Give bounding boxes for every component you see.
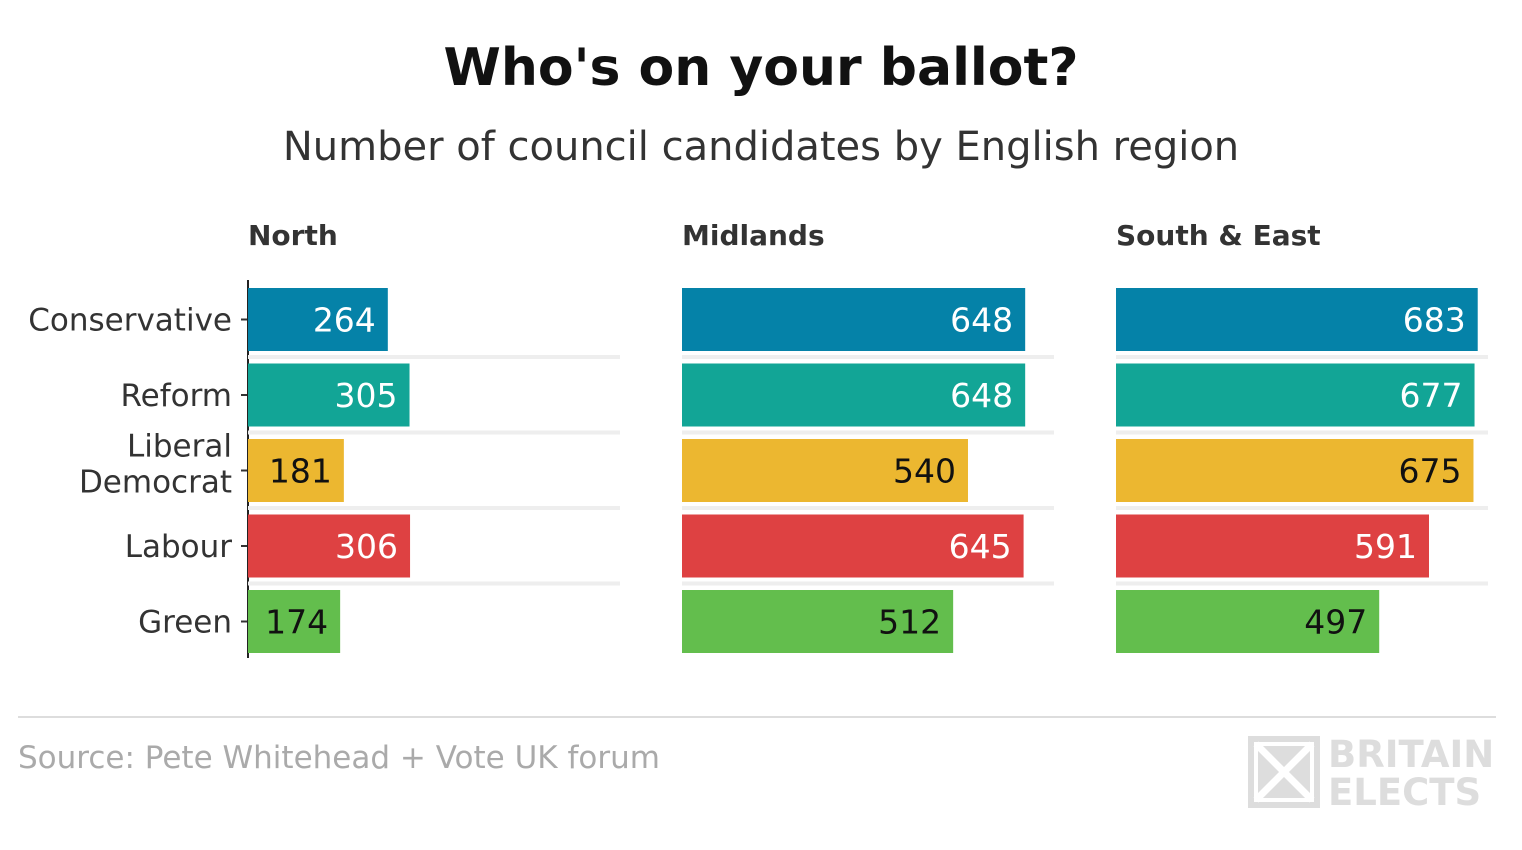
bar-north-green (248, 590, 341, 653)
value-label-midlands-conservative: 648 (950, 301, 1013, 340)
bar-midlands-conservative (682, 288, 1026, 351)
bar-north-conservative (248, 288, 388, 351)
source-note: Source: Pete Whitehead + Vote UK forum (18, 740, 660, 776)
category-label-conservative: Conservative (28, 303, 232, 339)
value-label-midlands-labour: 645 (949, 527, 1012, 566)
panel-title-midlands: Midlands (682, 219, 825, 252)
value-label-south-and-east-liberal-democrat: 675 (1398, 452, 1461, 491)
bar-north-labour (248, 514, 411, 578)
value-label-south-and-east-green: 497 (1304, 603, 1367, 642)
value-label-north-liberal-democrat: 181 (269, 452, 332, 491)
panel-title-north: North (248, 219, 338, 252)
bar-midlands-green (682, 590, 954, 653)
chart-title: Who's on your ballot? (443, 38, 1079, 98)
bar-midlands-labour (682, 514, 1024, 578)
bar-midlands-liberal-democrat (682, 439, 968, 502)
value-label-south-and-east-labour: 591 (1354, 527, 1417, 566)
logo-line-1: BRITAIN (1328, 735, 1494, 776)
britain-elects-logo: BRITAIN ELECTS (1248, 735, 1494, 809)
category-label-green: Green (138, 605, 232, 641)
bar-north-liberal-democrat (248, 439, 344, 502)
bar-south-and-east-liberal-democrat (1116, 439, 1474, 502)
value-label-north-reform: 305 (335, 376, 398, 415)
value-label-north-green: 174 (265, 603, 328, 642)
value-label-midlands-liberal-democrat: 540 (893, 452, 956, 491)
category-label-liberal-democrat: Liberal Democrat (79, 429, 232, 501)
value-label-north-labour: 306 (335, 527, 398, 566)
bar-chart: Conservative Reform Liberal Democrat Labour G… (28, 219, 1488, 658)
panel-title-south-and-east: South & East (1116, 219, 1321, 252)
bar-south-and-east-labour (1116, 514, 1429, 578)
footer-divider (18, 716, 1496, 718)
logo-line-2: ELECTS (1328, 771, 1481, 809)
bar-north-reform (248, 363, 410, 427)
bar-midlands-reform (682, 363, 1026, 427)
value-label-midlands-green: 512 (878, 603, 941, 642)
bar-south-and-east-green (1116, 590, 1380, 653)
value-label-south-and-east-reform: 677 (1400, 376, 1463, 415)
bar-south-and-east-conservative (1116, 288, 1478, 351)
value-label-south-and-east-conservative: 683 (1403, 301, 1466, 340)
value-label-north-conservative: 264 (313, 301, 376, 340)
category-label-labour: Labour (125, 529, 233, 565)
chart-subtitle: Number of council candidates by English … (282, 124, 1240, 170)
category-label-reform: Reform (121, 378, 233, 414)
value-label-midlands-reform: 648 (950, 376, 1013, 415)
bar-south-and-east-reform (1116, 363, 1475, 427)
